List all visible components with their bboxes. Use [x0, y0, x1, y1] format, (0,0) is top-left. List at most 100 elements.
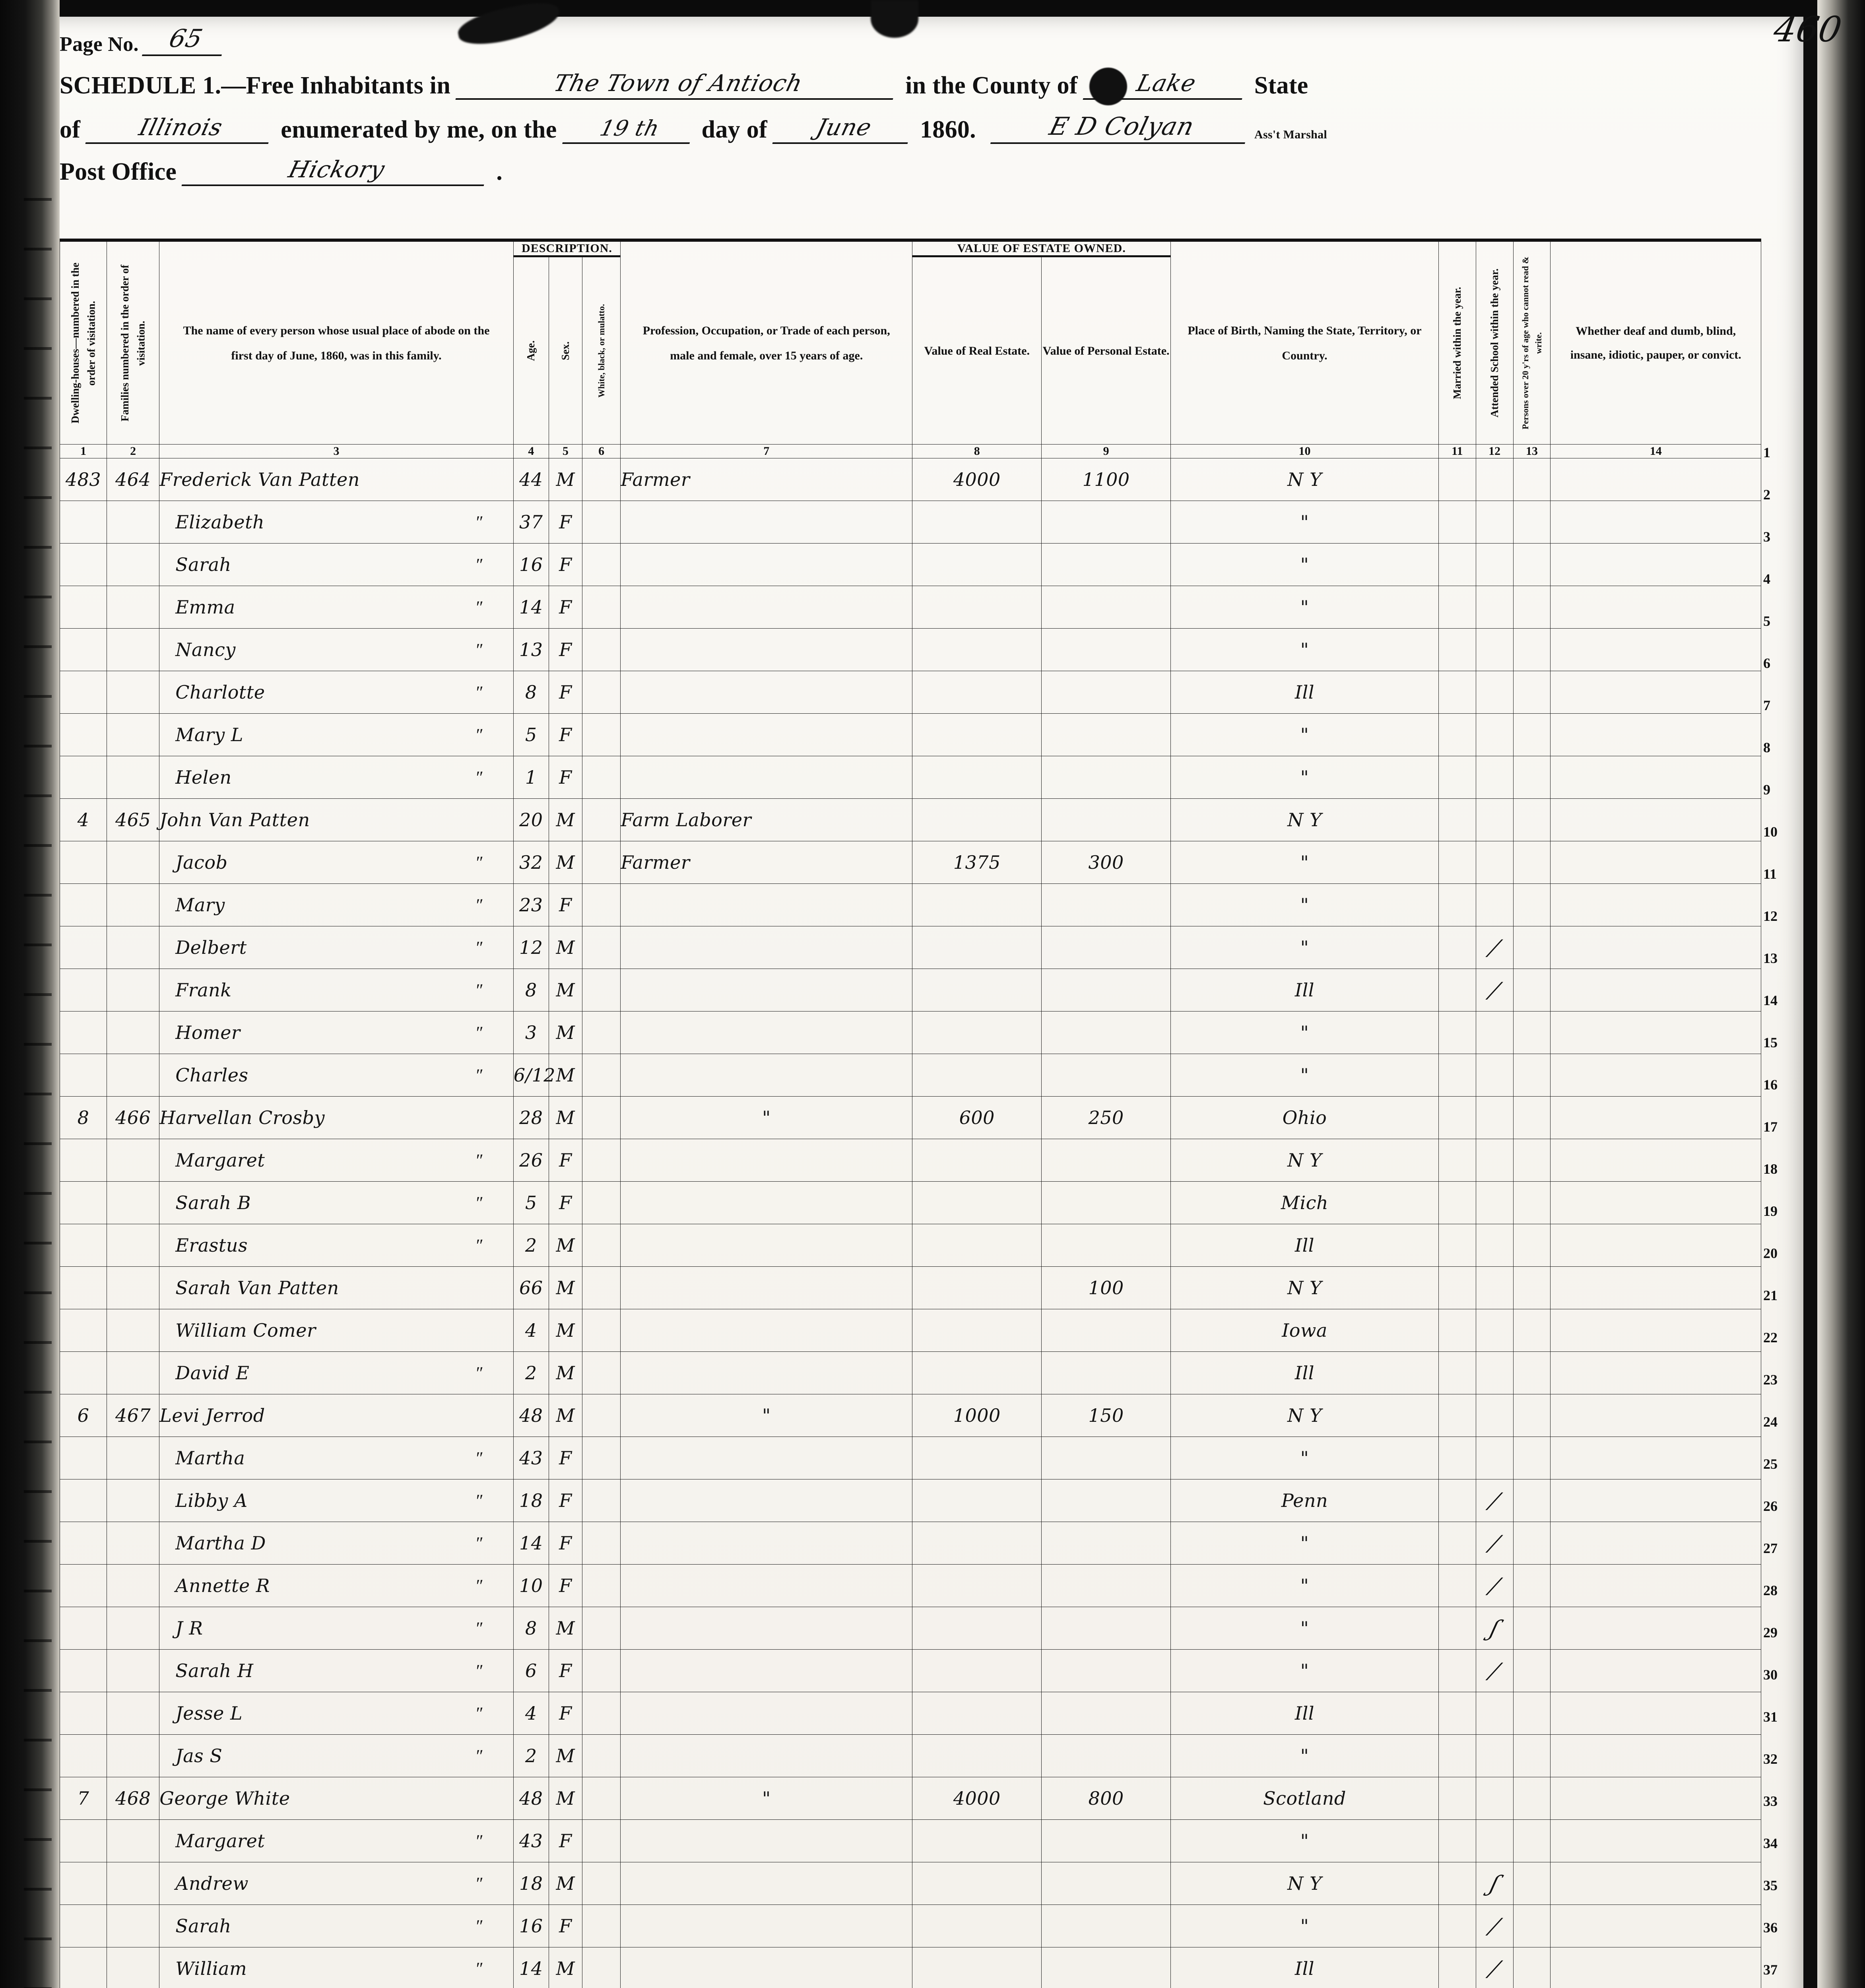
cell-birthplace[interactable]: "	[1170, 1054, 1439, 1097]
cell-attended-school[interactable]	[1475, 1734, 1514, 1777]
cell-married-within-year[interactable]	[1438, 543, 1476, 586]
cell-real-estate[interactable]	[912, 1692, 1042, 1735]
cell-dwelling-number[interactable]	[60, 543, 107, 586]
cell-color[interactable]	[582, 713, 621, 756]
table-row[interactable]: Helen " 1 F "	[60, 756, 1761, 799]
table-row[interactable]: 4 465 John Van Patten 20 M Farm Laborer N Y	[60, 798, 1761, 841]
table-row[interactable]: Homer " 3 M "	[60, 1011, 1761, 1054]
cell-attended-school[interactable]	[1475, 1437, 1514, 1479]
cell-sex[interactable]: F	[548, 1905, 582, 1947]
cell-color[interactable]	[582, 1607, 621, 1650]
cell-occupation[interactable]: Farm Laborer	[620, 798, 913, 841]
cell-dwelling-number[interactable]	[60, 1437, 107, 1479]
cell-age[interactable]: 16	[513, 1905, 549, 1947]
cell-personal-estate[interactable]	[1041, 1649, 1171, 1692]
table-row[interactable]: Mary L " 5 F "	[60, 713, 1761, 756]
cell-birthplace[interactable]: Penn	[1170, 1479, 1439, 1522]
cell-infirmity[interactable]	[1550, 1437, 1761, 1479]
cell-birthplace[interactable]: "	[1170, 543, 1439, 586]
cell-age[interactable]: 43	[513, 1819, 549, 1862]
cell-real-estate[interactable]	[912, 1734, 1042, 1777]
cell-dwelling-number[interactable]	[60, 756, 107, 799]
cell-cannot-read-write[interactable]	[1513, 1309, 1551, 1352]
cell-married-within-year[interactable]	[1438, 883, 1476, 926]
cell-married-within-year[interactable]	[1438, 1947, 1476, 1988]
cell-color[interactable]	[582, 1139, 621, 1182]
cell-married-within-year[interactable]	[1438, 1522, 1476, 1565]
cell-occupation[interactable]	[620, 1309, 913, 1352]
cell-family-number[interactable]	[106, 501, 160, 544]
cell-attended-school[interactable]	[1475, 1692, 1514, 1735]
cell-personal-estate[interactable]	[1041, 501, 1171, 544]
cell-birthplace[interactable]: "	[1170, 1564, 1439, 1607]
cell-dwelling-number[interactable]	[60, 1266, 107, 1309]
cell-age[interactable]: 28	[513, 1096, 549, 1139]
cell-family-number[interactable]	[106, 969, 160, 1011]
cell-attended-school[interactable]	[1475, 798, 1514, 841]
cell-color[interactable]	[582, 1351, 621, 1394]
cell-real-estate[interactable]	[912, 1309, 1042, 1352]
cell-personal-estate[interactable]	[1041, 1437, 1171, 1479]
cell-age[interactable]: 37	[513, 501, 549, 544]
cell-sex[interactable]: M	[548, 1096, 582, 1139]
cell-birthplace[interactable]: Mich	[1170, 1181, 1439, 1224]
cell-married-within-year[interactable]	[1438, 1819, 1476, 1862]
cell-age[interactable]: 6	[513, 1649, 549, 1692]
cell-family-number[interactable]	[106, 883, 160, 926]
table-row[interactable]: Sarah Van Patten 66 M 100 N Y	[60, 1266, 1761, 1309]
cell-cannot-read-write[interactable]	[1513, 1266, 1551, 1309]
cell-infirmity[interactable]	[1550, 1394, 1761, 1437]
cell-family-number[interactable]	[106, 1862, 160, 1905]
cell-birthplace[interactable]: "	[1170, 926, 1439, 969]
cell-age[interactable]: 44	[513, 458, 549, 501]
cell-person-name[interactable]: Elizabeth "	[159, 501, 514, 544]
cell-cannot-read-write[interactable]	[1513, 1607, 1551, 1650]
cell-real-estate[interactable]	[912, 1054, 1042, 1097]
cell-sex[interactable]: F	[548, 883, 582, 926]
table-row[interactable]: William " 14 M Ill /	[60, 1947, 1761, 1988]
cell-color[interactable]	[582, 883, 621, 926]
cell-real-estate[interactable]: 1000	[912, 1394, 1042, 1437]
cell-dwelling-number[interactable]	[60, 1819, 107, 1862]
cell-personal-estate[interactable]	[1041, 1607, 1171, 1650]
cell-attended-school[interactable]	[1475, 628, 1514, 671]
cell-personal-estate[interactable]: 100	[1041, 1266, 1171, 1309]
cell-person-name[interactable]: Sarah Van Patten	[159, 1266, 514, 1309]
cell-occupation[interactable]	[620, 1266, 913, 1309]
cell-birthplace[interactable]: Ohio	[1170, 1096, 1439, 1139]
cell-birthplace[interactable]: Scotland	[1170, 1777, 1439, 1820]
cell-color[interactable]	[582, 1564, 621, 1607]
cell-attended-school[interactable]	[1475, 883, 1514, 926]
cell-age[interactable]: 18	[513, 1862, 549, 1905]
cell-dwelling-number[interactable]	[60, 1564, 107, 1607]
cell-birthplace[interactable]: N Y	[1170, 798, 1439, 841]
cell-attended-school[interactable]	[1475, 1054, 1514, 1097]
cell-age[interactable]: 48	[513, 1394, 549, 1437]
cell-personal-estate[interactable]	[1041, 1734, 1171, 1777]
cell-birthplace[interactable]: N Y	[1170, 1139, 1439, 1182]
cell-occupation[interactable]: Farmer	[620, 841, 913, 884]
cell-personal-estate[interactable]	[1041, 1479, 1171, 1522]
cell-occupation[interactable]	[620, 756, 913, 799]
cell-occupation[interactable]: "	[620, 1777, 913, 1820]
cell-real-estate[interactable]	[912, 628, 1042, 671]
table-row[interactable]: J R " 8 M " ʃ	[60, 1607, 1761, 1650]
cell-sex[interactable]: F	[548, 501, 582, 544]
table-row[interactable]: Elizabeth " 37 F "	[60, 501, 1761, 544]
cell-sex[interactable]: F	[548, 1522, 582, 1565]
cell-cannot-read-write[interactable]	[1513, 1096, 1551, 1139]
cell-birthplace[interactable]: "	[1170, 628, 1439, 671]
cell-occupation[interactable]: "	[620, 1394, 913, 1437]
cell-cannot-read-write[interactable]	[1513, 713, 1551, 756]
cell-attended-school[interactable]	[1475, 501, 1514, 544]
cell-sex[interactable]: M	[548, 1862, 582, 1905]
table-row[interactable]: Margaret " 26 F N Y	[60, 1139, 1761, 1182]
cell-family-number[interactable]: 464	[106, 458, 160, 501]
cell-color[interactable]	[582, 756, 621, 799]
cell-cannot-read-write[interactable]	[1513, 798, 1551, 841]
cell-attended-school[interactable]	[1475, 671, 1514, 714]
cell-age[interactable]: 26	[513, 1139, 549, 1182]
table-row[interactable]: Delbert " 12 M " /	[60, 926, 1761, 969]
cell-person-name[interactable]: Homer "	[159, 1011, 514, 1054]
cell-real-estate[interactable]	[912, 1011, 1042, 1054]
